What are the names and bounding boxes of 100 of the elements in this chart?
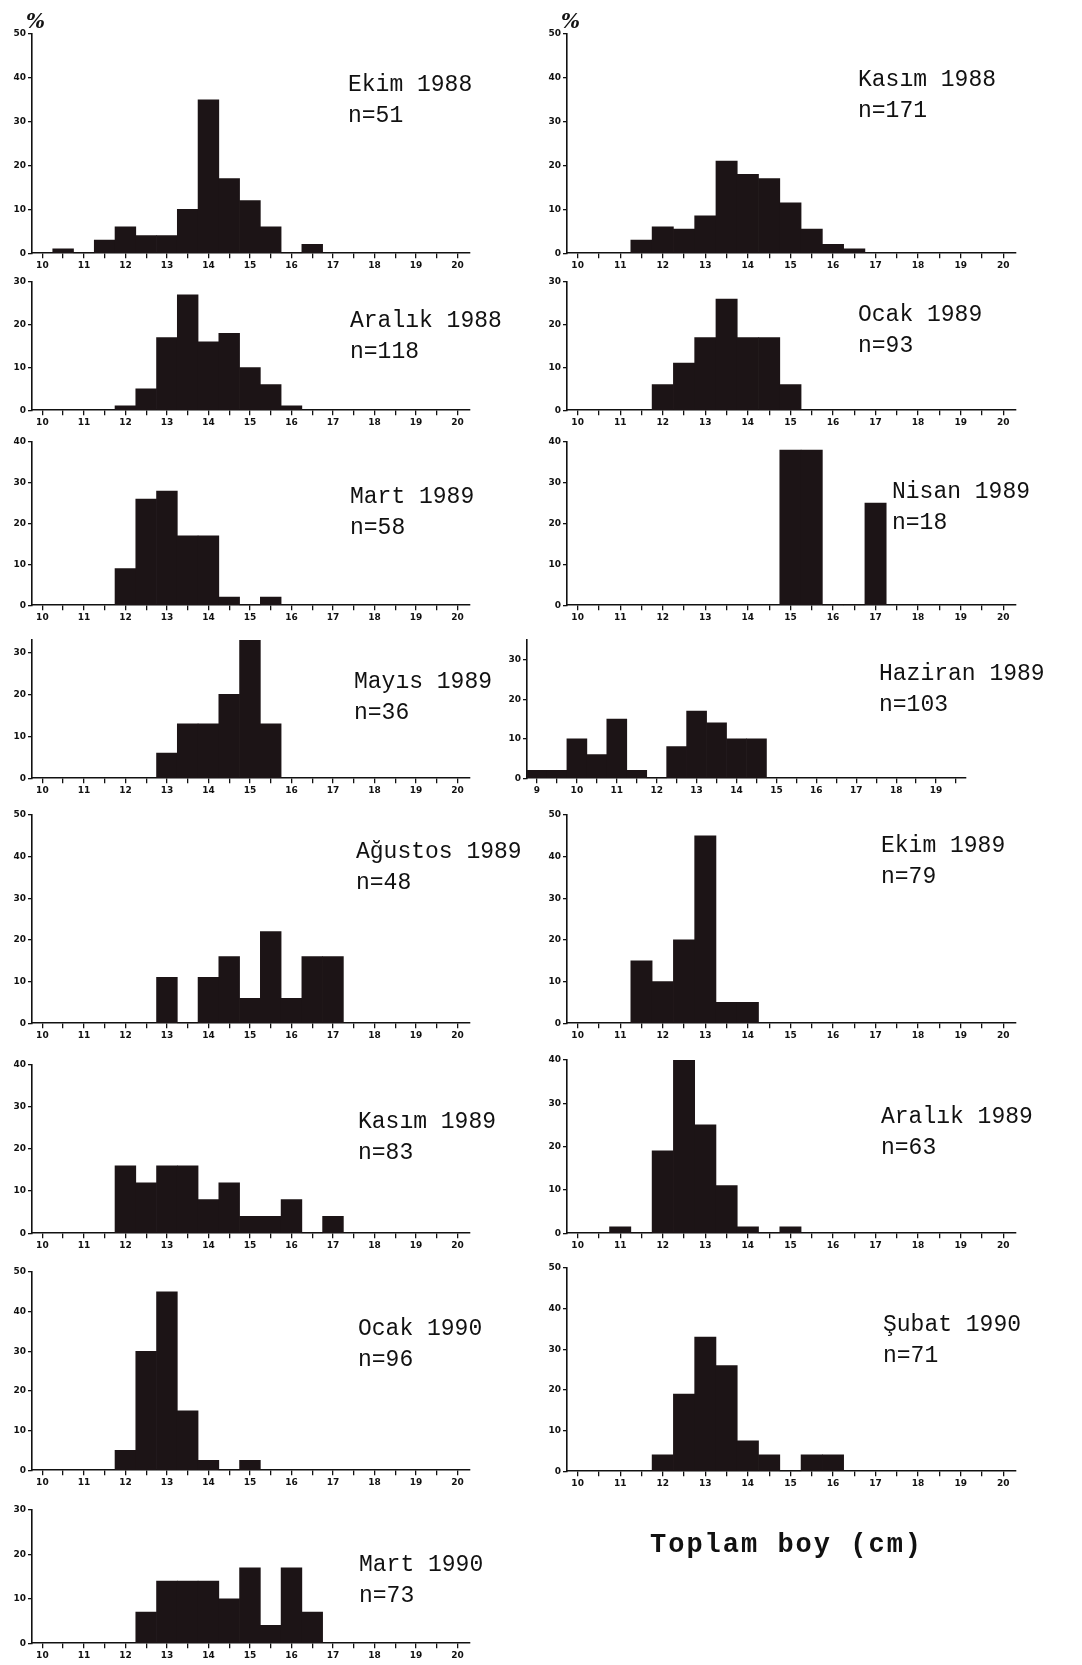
x-tick-label: 15 — [243, 1649, 257, 1660]
x-tick-label: 16 — [285, 1649, 298, 1660]
text: n=73 — [359, 1583, 415, 1609]
x-tick-label: 14 — [202, 784, 215, 795]
x-tick-label: 11 — [77, 259, 91, 270]
y-tick-label: 0 — [19, 1227, 26, 1238]
y-tick-label: 20 — [13, 1143, 26, 1154]
y-tick-label: 50 — [548, 809, 561, 820]
text: n=18 — [892, 510, 948, 536]
x-tick-label: 16 — [826, 1239, 840, 1250]
y-tick-label: 10 — [13, 203, 26, 214]
x-tick-label: 10 — [571, 1477, 584, 1488]
x-tick-label: 18 — [889, 784, 903, 795]
text: Aralık 1988 — [350, 308, 502, 334]
x-tick-label: 20 — [996, 611, 1010, 622]
x-tick-label: 12 — [119, 611, 132, 622]
x-tick-label: 17 — [869, 1029, 882, 1040]
x-tick-label: 12 — [656, 1477, 670, 1488]
x-tick-label: 11 — [77, 1239, 91, 1250]
x-tick-label: 18 — [368, 416, 381, 427]
x-tick-label: 20 — [996, 1029, 1010, 1040]
x-tick-label: 17 — [869, 1477, 882, 1488]
text: n=51 — [348, 103, 404, 129]
x-tick-label: 20 — [996, 1239, 1010, 1250]
x-tick-label: 19 — [409, 416, 423, 427]
x-tick-label: 12 — [119, 416, 132, 427]
text: n=71 — [883, 1343, 939, 1369]
y-tick-label: 10 — [548, 1424, 561, 1435]
x-tick-label: 19 — [954, 1239, 967, 1250]
x-tick-label: 17 — [326, 259, 340, 270]
x-tick-label: 11 — [77, 416, 91, 427]
y-tick-label: 0 — [554, 1465, 561, 1476]
x-tick-label: 13 — [160, 1476, 174, 1487]
y-tick-label: 0 — [19, 599, 26, 610]
x-tick-label: 18 — [368, 784, 381, 795]
y-tick-label: 40 — [548, 72, 561, 83]
x-tick-label: 20 — [451, 1476, 464, 1487]
y-tick-label: 0 — [554, 599, 561, 610]
text: n=171 — [858, 98, 928, 124]
x-tick-label: 18 — [368, 1476, 381, 1487]
x-tick-label: 11 — [77, 784, 91, 795]
x-tick-label: 12 — [656, 611, 670, 622]
x-tick-label: 16 — [285, 259, 298, 270]
x-tick-label: 18 — [368, 611, 381, 622]
y-tick-label: 0 — [19, 1017, 26, 1028]
x-tick-label: 18 — [911, 1239, 925, 1250]
y-tick-label: 20 — [13, 688, 26, 699]
y-tick-label: 20 — [508, 693, 521, 704]
text: Şubat 1990 — [883, 1312, 1022, 1338]
y-tick-label: 20 — [548, 934, 561, 945]
x-tick-label: 19 — [409, 1649, 423, 1660]
y-tick-label: 50 — [13, 28, 26, 39]
x-tick-label: 14 — [202, 611, 215, 622]
x-tick-label: 10 — [36, 1029, 49, 1040]
x-tick-label: 18 — [911, 611, 925, 622]
x-tick-label: 16 — [285, 1476, 298, 1487]
y-tick-label: 40 — [548, 1302, 561, 1313]
text: Nisan 1989 — [892, 479, 1031, 505]
x-tick-label: 12 — [656, 416, 670, 427]
x-tick-label: 13 — [699, 259, 712, 270]
y-tick-label: 30 — [508, 654, 521, 665]
text: Kasım 1988 — [858, 67, 997, 93]
text: n=36 — [354, 700, 410, 726]
x-tick-label: 14 — [202, 416, 215, 427]
x-tick-label: 17 — [326, 1476, 340, 1487]
y-tick-label: 10 — [13, 558, 26, 569]
y-axis-title: % — [561, 9, 581, 33]
y-tick-label: 10 — [13, 975, 26, 986]
x-tick-label: 11 — [610, 784, 624, 795]
x-tick-label: 19 — [954, 416, 967, 427]
x-tick-label: 18 — [368, 1649, 381, 1660]
y-tick-label: 20 — [13, 934, 26, 945]
y-tick-label: 0 — [19, 1637, 26, 1648]
y-tick-label: 40 — [548, 850, 561, 861]
x-tick-label: 15 — [784, 611, 797, 622]
text: Ağustos 1989 — [356, 839, 522, 865]
x-tick-label: 16 — [285, 784, 298, 795]
text: Toplam boy (cm) — [650, 1530, 924, 1560]
y-tick-label: 50 — [548, 1262, 561, 1273]
y-tick-label: 30 — [548, 1343, 561, 1354]
y-tick-label: 30 — [548, 477, 561, 488]
x-tick-label: 17 — [849, 784, 863, 795]
x-tick-label: 14 — [202, 1476, 215, 1487]
x-tick-label: 10 — [571, 259, 584, 270]
x-tick-label: 17 — [869, 611, 882, 622]
x-tick-label: 11 — [613, 1029, 627, 1040]
text: n=63 — [881, 1135, 937, 1161]
y-tick-label: 0 — [19, 772, 26, 783]
x-tick-label: 18 — [368, 1239, 381, 1250]
text: Mart 1990 — [359, 1552, 484, 1578]
x-tick-label: 19 — [409, 611, 423, 622]
x-tick-label: 18 — [911, 1029, 925, 1040]
x-tick-label: 10 — [36, 1649, 49, 1660]
y-tick-label: 0 — [19, 1464, 26, 1475]
y-tick-label: 20 — [13, 159, 26, 170]
y-tick-label: 30 — [548, 892, 561, 903]
x-tick-label: 17 — [326, 1029, 340, 1040]
x-tick-label: 16 — [826, 416, 840, 427]
x-tick-label: 10 — [36, 1239, 49, 1250]
y-tick-label: 40 — [548, 1054, 561, 1065]
